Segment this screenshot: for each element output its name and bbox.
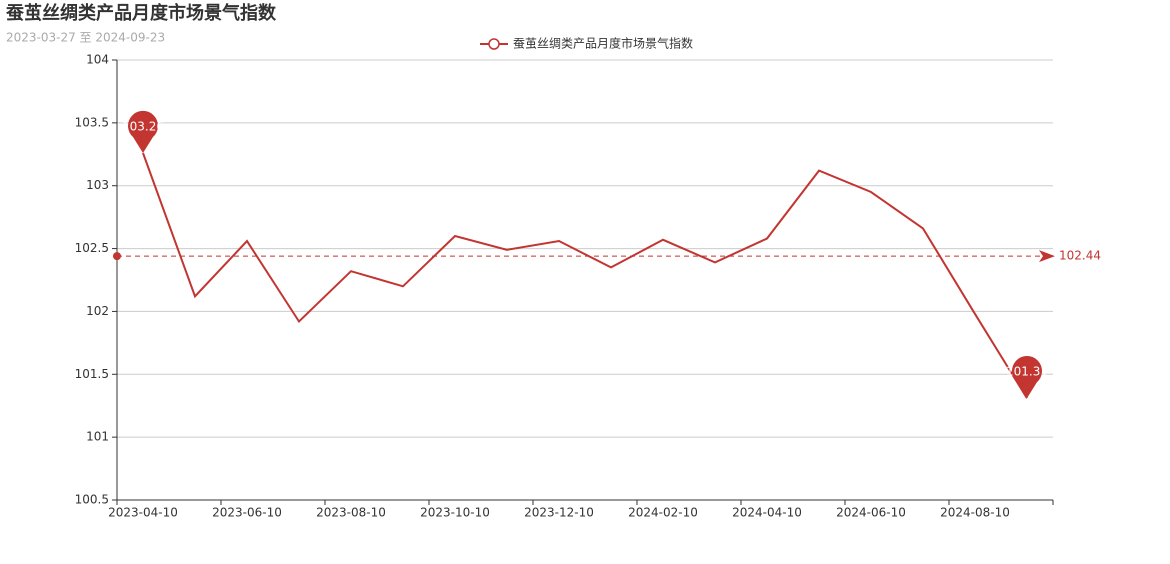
x-tick-label: 2024-04-10 [732, 506, 802, 520]
average-label: 102.44 [1059, 249, 1101, 263]
x-tick-label: 2023-12-10 [524, 506, 594, 520]
pin-label: 103.26 [122, 120, 164, 134]
y-tick-label: 103.5 [75, 115, 109, 129]
chart-title: 蚕茧丝绸类产品月度市场景气指数 [5, 2, 277, 24]
y-tick-label: 104 [86, 53, 109, 67]
y-tick-label: 101.5 [75, 367, 109, 381]
x-tick-label: 2024-06-10 [836, 506, 906, 520]
pin [128, 110, 159, 154]
x-tick-label: 2023-10-10 [420, 506, 490, 520]
legend-icon [488, 38, 500, 50]
chart-subtitle: 2023-03-27 至 2024-09-23 [6, 31, 165, 45]
y-tick-label: 103 [86, 178, 109, 192]
x-tick-label: 2023-06-10 [212, 506, 282, 520]
legend-label: 蚕茧丝绸类产品月度市场景气指数 [513, 36, 693, 51]
average-arrow [1039, 250, 1055, 263]
y-tick-label: 102.5 [75, 241, 109, 255]
y-tick-label: 101 [86, 430, 109, 444]
x-tick-label: 2024-02-10 [628, 506, 698, 520]
x-tick-label: 2023-04-10 [108, 506, 178, 520]
average-start [113, 252, 121, 261]
pin [1012, 355, 1043, 399]
y-tick-label: 100.5 [75, 493, 109, 507]
y-tick-label: 102 [86, 304, 109, 318]
x-tick-label: 2023-08-10 [316, 506, 386, 520]
data-line [142, 152, 1028, 399]
pin-label: 101.31 [1006, 365, 1048, 379]
x-tick-label: 2024-08-10 [940, 506, 1010, 520]
